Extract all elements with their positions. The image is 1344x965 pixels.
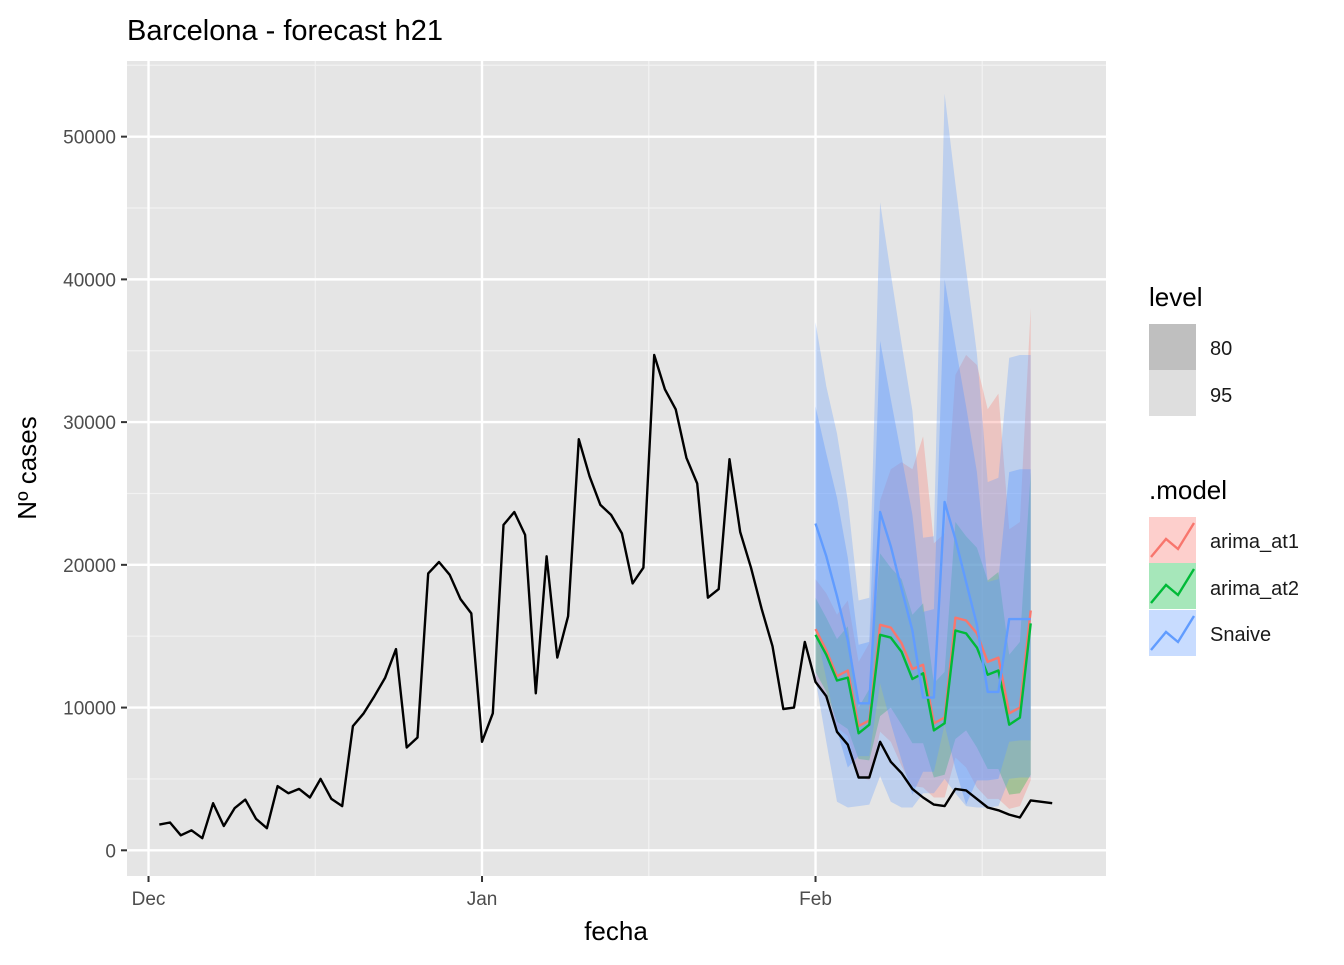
legend-model-title: .model	[1149, 475, 1227, 505]
legend-arima-at2-key	[1149, 563, 1196, 609]
y-tick-label: 20000	[63, 556, 116, 577]
plot-panel	[127, 61, 1106, 876]
x-tick-label: Jan	[467, 889, 498, 910]
legend-snaive-key	[1149, 610, 1196, 656]
major-gridlines	[127, 61, 1106, 876]
y-axis: 0 10000 20000 30000 40000 50000	[63, 128, 127, 862]
legend-model-keys	[1149, 517, 1196, 656]
y-tick-label: 40000	[63, 270, 116, 291]
y-tick-label: 30000	[63, 413, 116, 434]
legend-model-snaive-label: Snaive	[1210, 624, 1271, 646]
minor-gridlines	[127, 61, 1106, 876]
y-tick-label: 10000	[63, 699, 116, 720]
legend-model-arima-at2-label: arima_at2	[1210, 578, 1299, 600]
legend-level-80-label: 80	[1210, 338, 1232, 360]
x-axis-label: fecha	[584, 916, 648, 946]
legend-arima-at1-key-line	[1150, 522, 1196, 558]
legend-model-arima-at1-label: arima_at1	[1210, 531, 1299, 553]
legend-snaive-key-line	[1150, 615, 1196, 651]
chart-title: Barcelona - forecast h21	[127, 15, 443, 47]
legend-level-80-key	[1149, 324, 1196, 370]
arima-at2-line	[814, 623, 1032, 735]
snaive-line	[814, 500, 1031, 705]
x-tick-label: Dec	[132, 889, 166, 910]
y-tick-label: 50000	[63, 128, 116, 149]
x-tick-label: Feb	[799, 889, 832, 910]
x-axis: Dec Jan Feb	[132, 876, 832, 910]
legend-arima-at2-key-line	[1150, 568, 1196, 604]
arima-at1-line	[814, 610, 1032, 728]
observed-line	[159, 353, 1053, 840]
series-lines	[159, 353, 1053, 840]
snaive-80-interval	[815, 279, 1031, 805]
legend-level-title: level	[1149, 282, 1202, 312]
legend: level 80 95 .model arima_at1 arima_at2 S…	[1149, 282, 1299, 656]
legend-arima-at1-key	[1149, 517, 1196, 563]
y-axis-label: Nº cases	[12, 416, 42, 519]
legend-level-95-key	[1149, 370, 1196, 416]
y-tick-label: 0	[105, 841, 116, 862]
legend-level-95-label: 95	[1210, 385, 1232, 407]
